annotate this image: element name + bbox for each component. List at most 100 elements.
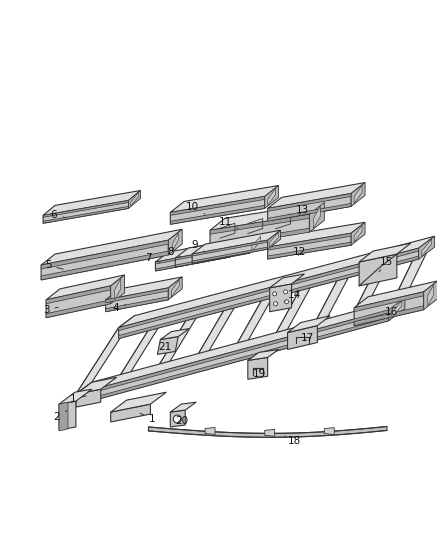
Polygon shape [111,275,124,304]
Polygon shape [359,243,411,262]
Polygon shape [288,326,318,350]
Polygon shape [210,214,309,234]
Polygon shape [41,251,168,280]
Text: 5: 5 [45,260,64,270]
Polygon shape [43,200,129,217]
Polygon shape [389,248,419,317]
Polygon shape [268,189,276,205]
Polygon shape [155,248,230,264]
Polygon shape [131,192,138,206]
Polygon shape [41,240,168,280]
Circle shape [173,415,181,423]
Circle shape [283,290,288,294]
Polygon shape [389,236,434,310]
Polygon shape [268,230,281,249]
Polygon shape [422,239,431,256]
Polygon shape [392,301,402,318]
Polygon shape [193,298,231,369]
Polygon shape [106,288,168,312]
Polygon shape [168,229,182,255]
Polygon shape [210,203,324,230]
Polygon shape [210,228,309,248]
Polygon shape [359,254,397,286]
Polygon shape [76,328,119,401]
Polygon shape [111,392,166,412]
Polygon shape [354,281,438,308]
Polygon shape [354,185,362,204]
Polygon shape [272,278,306,349]
Polygon shape [233,288,268,359]
Polygon shape [193,286,247,362]
Polygon shape [168,277,182,300]
Polygon shape [389,298,405,321]
Polygon shape [76,310,389,405]
Text: 15: 15 [379,257,394,272]
Polygon shape [268,233,351,250]
Polygon shape [76,316,134,394]
Text: 8: 8 [167,247,181,257]
Polygon shape [154,308,194,380]
Polygon shape [155,255,230,271]
Polygon shape [175,251,250,267]
Text: 1: 1 [70,394,86,404]
Polygon shape [43,190,141,215]
Polygon shape [155,248,230,271]
Polygon shape [46,286,111,304]
Polygon shape [350,258,381,327]
Text: 13: 13 [296,205,309,215]
Polygon shape [106,297,168,312]
Text: 3: 3 [43,305,58,314]
Polygon shape [119,248,419,330]
Polygon shape [232,240,241,255]
Polygon shape [230,238,243,257]
Polygon shape [76,310,389,397]
Polygon shape [324,427,334,434]
Text: 21: 21 [159,343,172,352]
Polygon shape [106,288,168,303]
Polygon shape [46,286,111,318]
Polygon shape [268,242,351,259]
Text: 6: 6 [51,211,66,220]
Polygon shape [268,222,365,247]
Polygon shape [46,275,124,300]
Text: 7: 7 [145,253,160,263]
Polygon shape [272,266,322,342]
Polygon shape [427,285,434,306]
Text: 14: 14 [285,290,301,302]
Text: 17: 17 [301,333,314,343]
Polygon shape [311,256,360,331]
Polygon shape [268,182,365,208]
Polygon shape [205,427,215,434]
Polygon shape [76,298,405,394]
Polygon shape [270,274,304,288]
Text: 2: 2 [54,410,67,422]
Polygon shape [175,234,263,258]
Text: 12: 12 [293,247,306,257]
Text: 10: 10 [186,203,205,214]
Polygon shape [59,402,68,431]
Polygon shape [43,200,129,223]
Polygon shape [76,377,117,394]
Polygon shape [233,276,285,352]
Polygon shape [270,232,279,247]
Circle shape [274,302,278,306]
Polygon shape [270,284,292,312]
Polygon shape [268,204,351,221]
Polygon shape [172,233,178,251]
Polygon shape [351,182,365,206]
Polygon shape [46,300,111,318]
Circle shape [273,292,277,296]
Polygon shape [354,292,424,312]
Polygon shape [157,336,178,354]
Polygon shape [119,236,434,328]
Text: 1: 1 [140,413,156,424]
Polygon shape [43,206,129,223]
Polygon shape [115,318,156,391]
Polygon shape [59,401,76,430]
Polygon shape [424,281,438,310]
Polygon shape [265,185,279,208]
Polygon shape [170,205,265,224]
Polygon shape [265,430,275,437]
Polygon shape [41,229,182,265]
Polygon shape [115,279,120,300]
